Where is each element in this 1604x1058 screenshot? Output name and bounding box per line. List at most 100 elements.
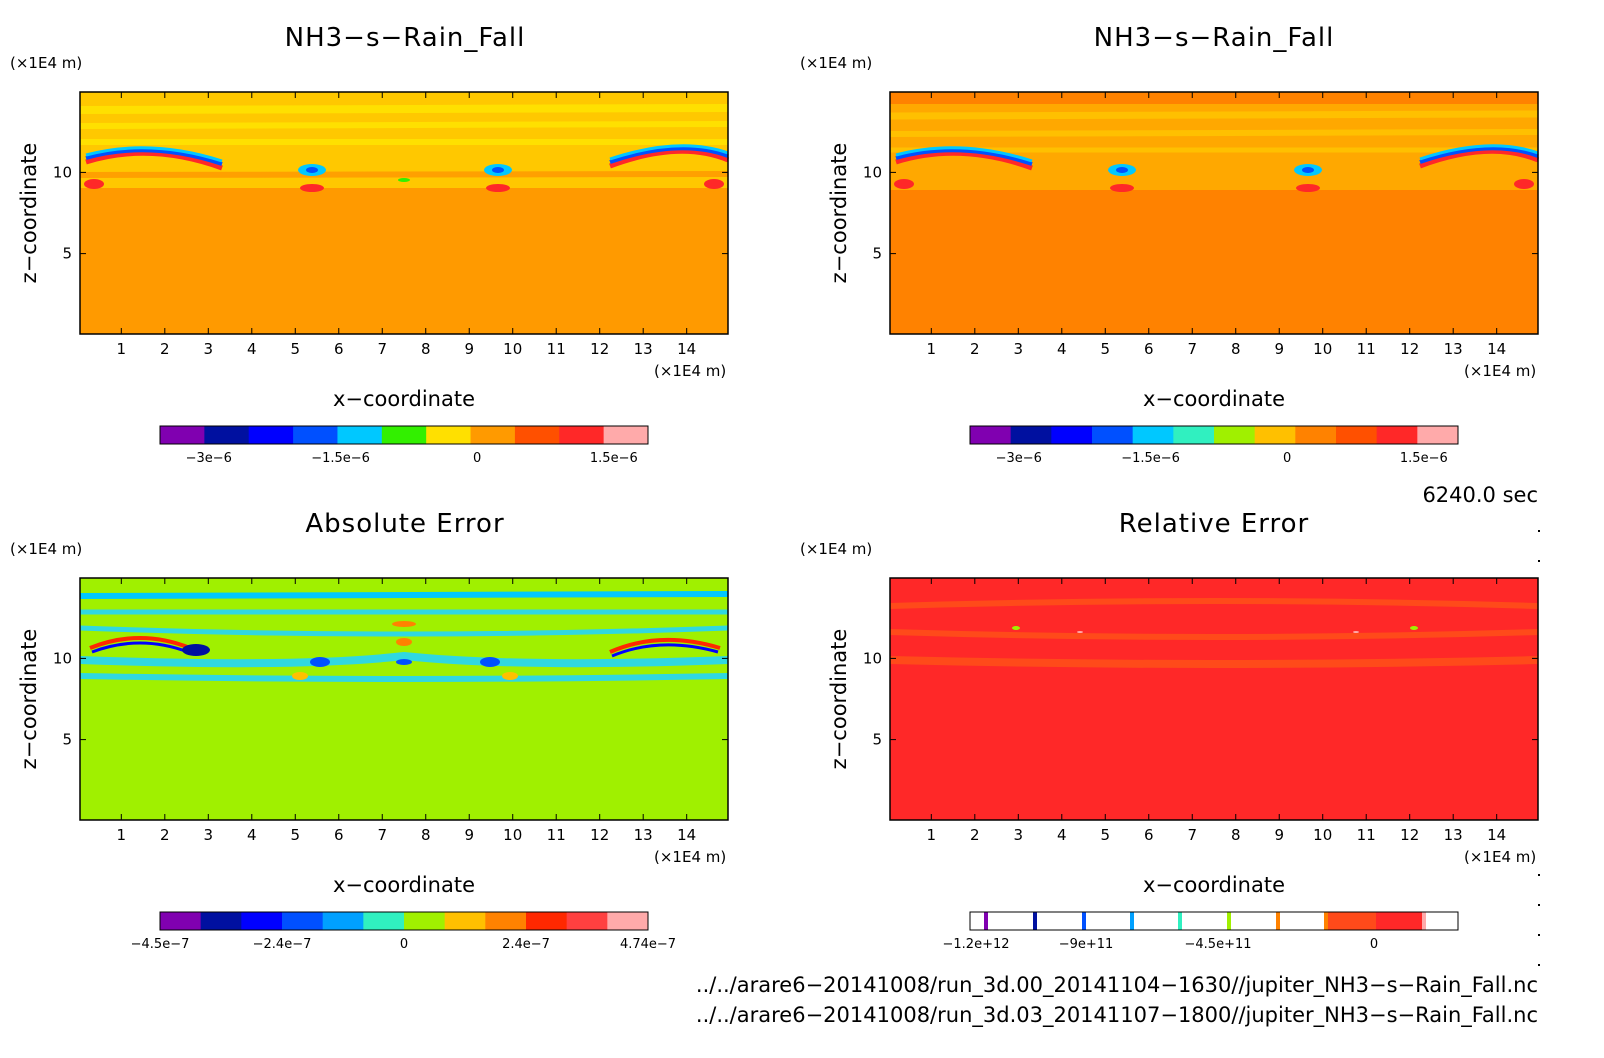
colorbar-segment <box>1051 426 1093 444</box>
x-tick-label: 8 <box>1231 826 1241 844</box>
heatmap-arc <box>895 146 1033 163</box>
colorbar-tick-label: 0 <box>1370 937 1378 952</box>
heatmap-spot <box>84 179 104 189</box>
colorbar-segment <box>337 426 383 444</box>
x-tick-label: 10 <box>1313 826 1332 844</box>
x-tick-label: 2 <box>970 826 980 844</box>
colorbar-segment <box>248 426 294 444</box>
colorbar-segment <box>1376 426 1418 444</box>
x-tick-label: 12 <box>590 340 609 358</box>
heatmap-background <box>890 578 1538 820</box>
margin-dots <box>1538 530 1540 966</box>
colorbar-segment <box>1254 426 1296 444</box>
heatmap-spot <box>894 179 914 189</box>
x-unit-label: (×1E4 m) <box>654 848 726 866</box>
x-tick-label: 11 <box>547 826 566 844</box>
heatmap-arc <box>85 148 223 166</box>
colorbar-segment <box>363 912 405 930</box>
y-tick-label: 5 <box>62 731 72 749</box>
x-axis-label: x−coordinate <box>1143 873 1285 897</box>
x-tick-label: 7 <box>377 826 387 844</box>
colorbar-tick-label: −1.2e+12 <box>943 937 1010 952</box>
heatmap-spot <box>1410 626 1418 630</box>
x-tick-label: 6 <box>1144 826 1154 844</box>
colorbar-segment <box>607 912 649 930</box>
margin-dot <box>1538 530 1540 532</box>
colorbar-segment <box>526 912 568 930</box>
colorbar-frame <box>969 911 1459 931</box>
heatmap-arc <box>85 150 223 171</box>
x-tick-label: 5 <box>291 340 301 358</box>
panel-title: NH3−s−Rain_Fall <box>285 23 526 53</box>
file-path: ../../arare6−20141008/run_3d.03_20141107… <box>696 1003 1538 1028</box>
heatmap-arc <box>611 643 719 658</box>
colorbar-segment <box>566 912 608 930</box>
x-tick-label: 14 <box>677 340 696 358</box>
heatmap-spot <box>1514 179 1534 189</box>
colorbar-segment <box>444 912 486 930</box>
heatmap-band <box>79 651 729 668</box>
x-tick-label: 2 <box>160 340 170 358</box>
colorbar-segment <box>514 426 560 444</box>
colorbar-segment <box>1092 426 1134 444</box>
heatmap-band <box>79 171 729 178</box>
y-axis-label: z−coordinate <box>827 629 851 770</box>
y-tick-label: 10 <box>53 649 72 667</box>
x-tick-label: 5 <box>291 826 301 844</box>
heatmap-spot <box>502 672 518 680</box>
y-axis-label: z−coordinate <box>17 143 41 284</box>
colorbar-segment <box>1033 912 1037 930</box>
colorbar-segment <box>1132 426 1174 444</box>
heatmap-spot <box>392 621 416 627</box>
heatmap-spot <box>292 672 308 680</box>
heatmap-band <box>79 673 729 682</box>
colorbar-tick-label: −3e−6 <box>996 451 1042 466</box>
colorbar-segment <box>984 912 988 930</box>
colorbar-segment <box>1130 912 1134 930</box>
heatmap-background <box>80 578 728 820</box>
heatmap-band <box>889 629 1539 640</box>
x-tick-label: 3 <box>1014 340 1024 358</box>
heatmap-arc <box>895 150 1033 171</box>
colorbar-tick-label: −1.5e−6 <box>1121 451 1180 466</box>
x-tick-label: 11 <box>1357 826 1376 844</box>
colorbar-segment <box>470 426 516 444</box>
heatmap-spot <box>1353 631 1359 633</box>
heatmap-spot <box>1110 184 1134 192</box>
x-axis-label: x−coordinate <box>1143 387 1285 411</box>
colorbar-segment <box>559 426 605 444</box>
colorbar-segment <box>1417 426 1459 444</box>
x-tick-label: 1 <box>117 826 127 844</box>
heatmap-band <box>79 121 729 129</box>
colorbar-segment <box>1328 912 1376 930</box>
x-axis-label: x−coordinate <box>333 387 475 411</box>
heatmap-spot <box>704 179 724 189</box>
colorbar-tick-label: −2.4e−7 <box>253 937 312 952</box>
heatmap-band <box>889 598 1539 609</box>
x-tick-label: 4 <box>1057 826 1067 844</box>
x-tick-label: 13 <box>634 340 653 358</box>
x-tick-label: 1 <box>117 340 127 358</box>
heatmap-arc <box>1419 146 1539 164</box>
panel-title: NH3−s−Rain_Fall <box>1094 23 1335 53</box>
x-tick-label: 3 <box>204 340 214 358</box>
x-unit-label: (×1E4 m) <box>1464 848 1536 866</box>
x-tick-label: 9 <box>464 340 474 358</box>
heatmap-arc <box>1419 148 1539 169</box>
margin-dot <box>1538 934 1540 936</box>
colorbar-segment <box>1010 426 1052 444</box>
x-tick-label: 9 <box>1274 340 1284 358</box>
heatmap-arc <box>1419 144 1539 161</box>
colorbar-tick-label: −4.5e−7 <box>131 937 190 952</box>
colorbar-tick-label: 0 <box>400 937 408 952</box>
heatmap-spot <box>182 644 210 656</box>
colorbar-tick-label: −9e+11 <box>1059 937 1114 952</box>
plot-frame <box>79 577 729 821</box>
x-tick-label: 4 <box>247 826 257 844</box>
colorbar-frame <box>159 911 649 931</box>
colorbar-tick-label: 0 <box>473 451 481 466</box>
colorbar-segment <box>1082 912 1086 930</box>
colorbar-tick-label: 0 <box>1283 451 1291 466</box>
y-tick-label: 10 <box>863 649 882 667</box>
